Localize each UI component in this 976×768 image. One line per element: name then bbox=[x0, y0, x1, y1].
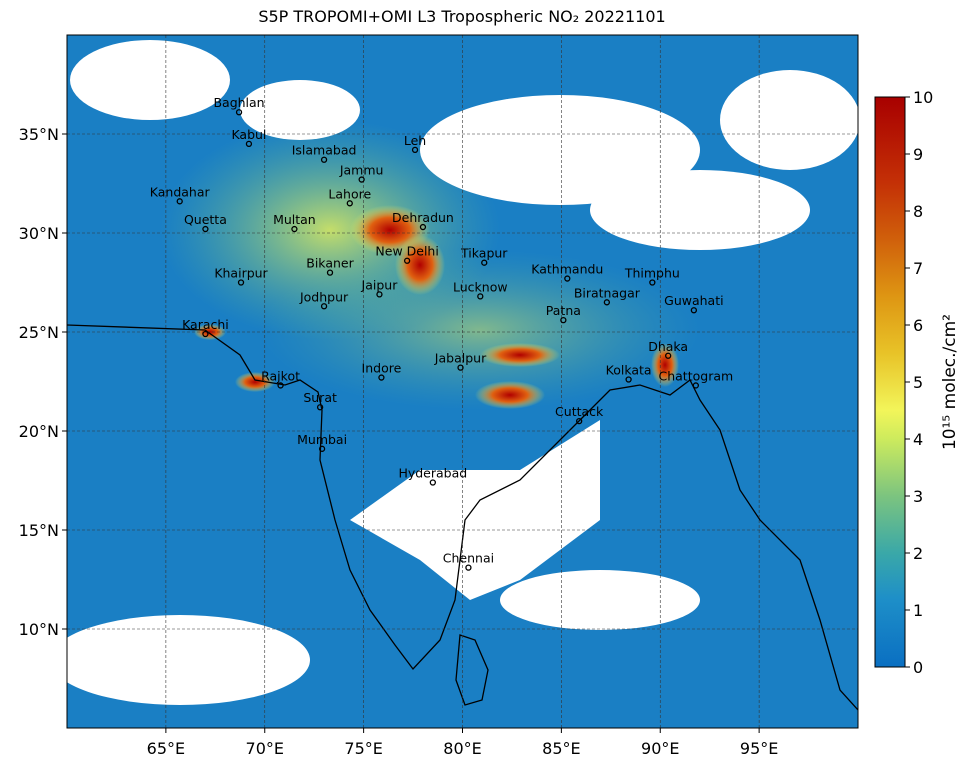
city-label: Biratnagar bbox=[574, 285, 641, 300]
colorbar-tick-label: 9 bbox=[913, 145, 923, 164]
city-marker bbox=[318, 445, 326, 452]
city-marker bbox=[291, 225, 298, 233]
city-label: Leh bbox=[404, 133, 426, 148]
city-marker bbox=[316, 404, 324, 411]
city-label: Baghlan bbox=[213, 95, 264, 110]
x-tick-label: 70°E bbox=[246, 739, 284, 758]
city-label: Jodhpur bbox=[299, 289, 349, 304]
colorbar-tick-label: 3 bbox=[913, 487, 923, 506]
city-label: Islamabad bbox=[292, 143, 357, 158]
city-marker bbox=[245, 140, 253, 148]
city-marker bbox=[411, 146, 419, 153]
colorbar-frame bbox=[874, 96, 906, 668]
city-marker bbox=[202, 225, 209, 233]
city-label: Hyderabad bbox=[398, 465, 467, 480]
city-marker bbox=[692, 382, 699, 389]
city-marker bbox=[277, 382, 284, 389]
city-label: Chattogram bbox=[659, 368, 734, 383]
colorbar-tick-label: 0 bbox=[913, 658, 923, 677]
city-label: Jammu bbox=[339, 163, 384, 178]
city-label: Kolkata bbox=[606, 363, 652, 378]
city-label: Tikapur bbox=[460, 246, 508, 261]
city-marker bbox=[690, 307, 698, 314]
city-marker bbox=[465, 564, 472, 571]
city-marker bbox=[376, 291, 383, 298]
x-tick-label: 90°E bbox=[641, 739, 679, 758]
colorbar-tick-label: 10 bbox=[913, 88, 933, 107]
city-marker bbox=[481, 259, 488, 266]
colorbar-label: 10¹⁵ molec./cm² bbox=[940, 314, 960, 450]
colorbar-tick-label: 6 bbox=[913, 316, 923, 335]
y-tick-label: 15°N bbox=[19, 521, 59, 540]
city-label: Bikaner bbox=[306, 256, 354, 271]
city-marker bbox=[560, 316, 567, 324]
city-marker bbox=[378, 374, 385, 381]
city-marker bbox=[625, 376, 632, 383]
y-tick-label: 10°N bbox=[19, 620, 59, 639]
map-field bbox=[67, 35, 858, 728]
city-label: Lahore bbox=[328, 186, 371, 201]
city-marker bbox=[603, 299, 611, 306]
y-tick-label: 25°N bbox=[19, 323, 59, 342]
city-label: Khairpur bbox=[214, 266, 268, 281]
city-marker bbox=[576, 417, 583, 425]
city-label: New Delhi bbox=[375, 244, 438, 259]
colorbar-tick-label: 4 bbox=[913, 430, 923, 449]
city-marker bbox=[564, 275, 571, 282]
city-label: Kathmandu bbox=[531, 262, 603, 277]
city-label: Quetta bbox=[184, 212, 227, 227]
city-marker bbox=[202, 330, 209, 338]
colorbar-tick-label: 7 bbox=[913, 259, 923, 278]
city-label: Multan bbox=[273, 212, 316, 227]
colorbar-tick-label: 2 bbox=[913, 544, 923, 563]
city-marker bbox=[235, 109, 243, 116]
city-marker bbox=[649, 279, 656, 286]
x-tick-label: 80°E bbox=[443, 739, 481, 758]
city-label: Kandahar bbox=[150, 184, 211, 199]
city-label: Guwahati bbox=[664, 293, 723, 308]
city-marker bbox=[429, 479, 436, 486]
city-label: Kabul bbox=[231, 127, 266, 142]
city-marker bbox=[320, 303, 328, 310]
x-tick-label: 95°E bbox=[740, 739, 778, 758]
city-label: Dhaka bbox=[648, 339, 688, 354]
x-tick-label: 85°E bbox=[542, 739, 580, 758]
city-marker bbox=[419, 223, 427, 231]
city-label: Chennai bbox=[443, 551, 494, 566]
city-marker bbox=[403, 257, 411, 264]
y-tick-label: 35°N bbox=[19, 125, 59, 144]
colorbar bbox=[875, 97, 905, 667]
city-label: Thimphu bbox=[624, 266, 680, 281]
city-marker bbox=[320, 156, 328, 163]
city-marker bbox=[326, 269, 334, 276]
city-label: Cuttack bbox=[555, 404, 604, 419]
city-marker bbox=[237, 279, 245, 286]
x-tick-label: 65°E bbox=[147, 739, 185, 758]
city-marker bbox=[457, 364, 464, 371]
colorbar-tick-label: 1 bbox=[913, 601, 923, 620]
city-label: Karachi bbox=[182, 317, 229, 332]
city-label: Lucknow bbox=[453, 279, 508, 294]
city-label: Surat bbox=[303, 390, 337, 405]
city-marker bbox=[346, 200, 353, 207]
colorbar-tick-label: 5 bbox=[913, 373, 923, 392]
city-label: Patna bbox=[546, 303, 581, 318]
city-label: Jabalpur bbox=[434, 351, 487, 366]
y-tick-label: 20°N bbox=[19, 422, 59, 441]
city-marker bbox=[477, 293, 484, 300]
city-label: Rajkot bbox=[261, 368, 300, 383]
map-title: S5P TROPOMI+OMI L3 Tropospheric NO₂ 2022… bbox=[258, 7, 665, 26]
city-label: Dehradun bbox=[392, 210, 454, 225]
x-tick-label: 75°E bbox=[344, 739, 382, 758]
city-label: Indore bbox=[362, 361, 402, 376]
city-marker bbox=[358, 176, 365, 183]
city-label: Mumbai bbox=[297, 432, 347, 447]
colorbar-tick-label: 8 bbox=[913, 202, 923, 221]
city-label: Jaipur bbox=[361, 277, 399, 292]
city-marker bbox=[176, 198, 183, 205]
y-tick-label: 30°N bbox=[19, 224, 59, 243]
city-marker bbox=[665, 352, 672, 359]
